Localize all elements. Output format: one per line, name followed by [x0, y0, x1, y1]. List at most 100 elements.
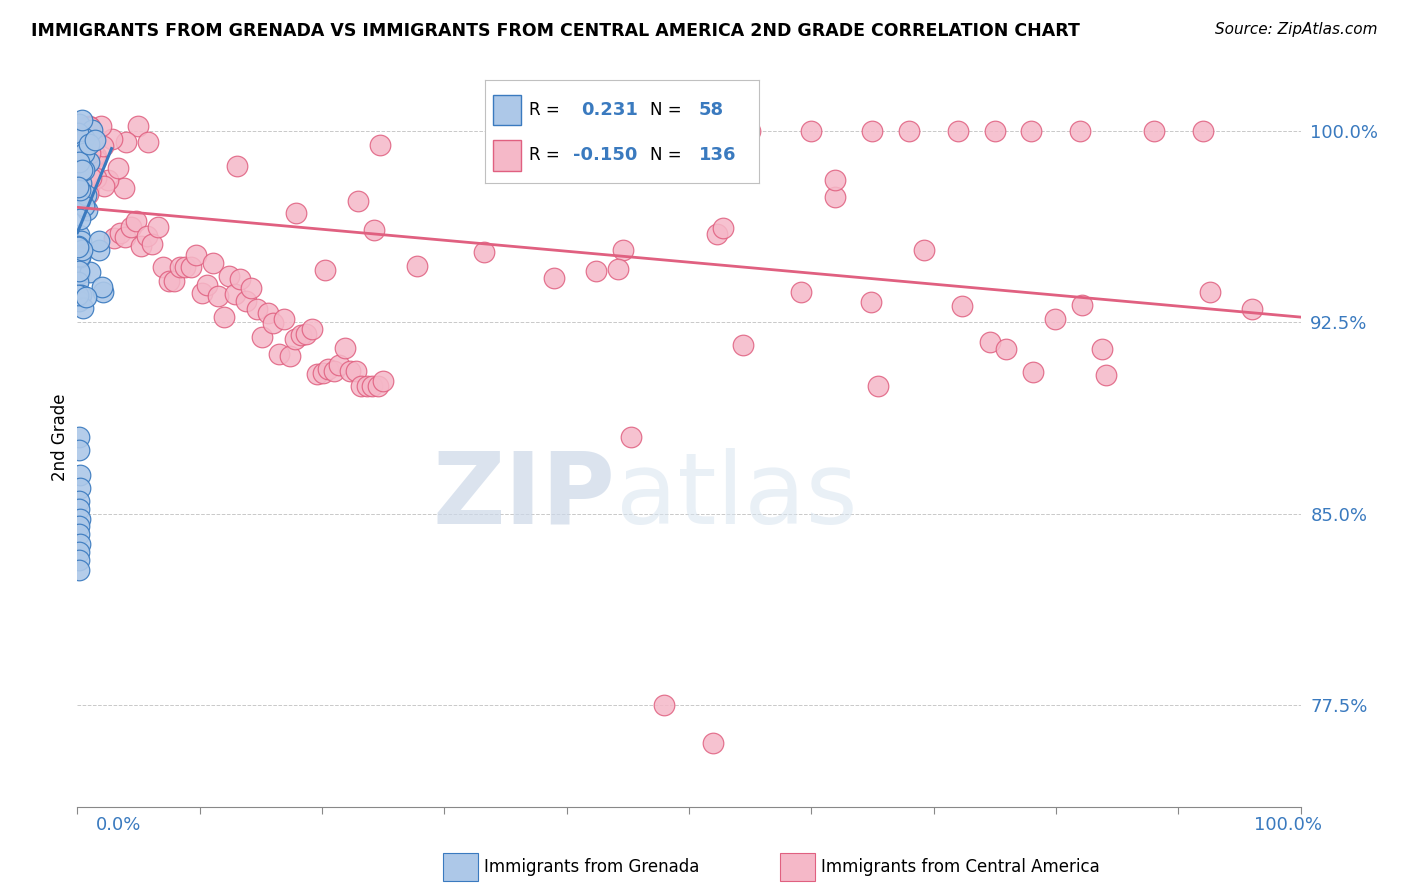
Point — [371, 374, 394, 388]
Point — [67, 267, 90, 281]
Point — [70, 181, 93, 195]
Text: R =: R = — [529, 101, 560, 119]
Point — [75, 186, 97, 200]
Point — [67, 240, 90, 254]
Point — [152, 260, 174, 275]
Point — [73, 146, 96, 161]
Point — [72, 301, 94, 316]
Point — [70, 183, 93, 197]
Point — [69, 176, 91, 190]
Point — [1022, 365, 1045, 379]
Point — [67, 501, 90, 516]
Point — [97, 172, 120, 186]
Point — [950, 299, 973, 313]
Point — [73, 153, 96, 168]
Point — [824, 190, 846, 204]
Point — [67, 239, 90, 253]
Point — [226, 159, 249, 173]
Point — [1240, 302, 1263, 317]
Point — [229, 272, 252, 286]
Point — [1198, 285, 1220, 300]
Point — [800, 124, 823, 138]
Point — [898, 124, 921, 138]
Text: 58: 58 — [699, 101, 724, 119]
Point — [361, 379, 384, 393]
Point — [67, 552, 90, 566]
Point — [67, 563, 90, 577]
Point — [273, 311, 295, 326]
Point — [789, 285, 811, 299]
Point — [1143, 124, 1166, 138]
Point — [66, 180, 89, 194]
Point — [72, 162, 94, 177]
Point — [66, 126, 89, 140]
Point — [67, 442, 90, 457]
Point — [67, 154, 90, 169]
Point — [70, 243, 93, 257]
Point — [994, 342, 1017, 356]
Point — [1191, 124, 1213, 138]
Point — [284, 332, 307, 346]
Text: Source: ZipAtlas.com: Source: ZipAtlas.com — [1215, 22, 1378, 37]
Point — [946, 124, 969, 138]
Point — [1095, 368, 1118, 382]
Point — [66, 288, 89, 302]
Point — [79, 119, 101, 133]
Point — [83, 147, 105, 161]
Point — [72, 128, 94, 143]
Point — [77, 180, 100, 194]
Point — [75, 290, 97, 304]
Point — [69, 183, 91, 197]
Point — [347, 194, 370, 208]
Point — [72, 144, 94, 158]
Point — [733, 338, 755, 352]
Point — [267, 347, 290, 361]
Point — [73, 162, 96, 177]
Point — [67, 264, 90, 278]
Point — [70, 124, 93, 138]
Point — [77, 186, 100, 201]
Point — [103, 231, 125, 245]
Point — [197, 278, 219, 293]
Point — [70, 127, 93, 141]
Point — [212, 310, 235, 325]
Point — [101, 132, 124, 146]
Point — [256, 306, 278, 320]
Point — [367, 379, 389, 393]
Point — [84, 153, 107, 167]
Point — [75, 188, 97, 202]
Point — [186, 247, 208, 261]
Point — [312, 366, 335, 380]
Point — [180, 260, 202, 274]
Point — [72, 186, 94, 200]
Point — [89, 234, 111, 248]
Point — [120, 219, 142, 234]
Point — [70, 155, 93, 169]
Point — [543, 270, 565, 285]
Point — [66, 154, 89, 169]
Point — [70, 234, 93, 248]
Point — [141, 236, 163, 251]
Point — [316, 362, 339, 376]
Point — [333, 341, 356, 355]
Text: IMMIGRANTS FROM GRENADA VS IMMIGRANTS FROM CENTRAL AMERICA 2ND GRADE CORRELATION: IMMIGRANTS FROM GRENADA VS IMMIGRANTS FR… — [31, 22, 1080, 40]
Point — [70, 153, 93, 168]
Point — [607, 262, 630, 277]
Point — [84, 170, 107, 185]
Point — [69, 251, 91, 265]
Point — [201, 256, 224, 270]
Point — [79, 265, 101, 279]
Point — [472, 245, 495, 260]
Point — [136, 135, 159, 149]
Point — [69, 288, 91, 302]
Point — [67, 430, 90, 444]
Point — [73, 198, 96, 212]
Point — [67, 527, 90, 541]
Bar — [494, 140, 520, 170]
Text: N =: N = — [650, 101, 681, 119]
Point — [406, 259, 429, 273]
Point — [824, 173, 846, 187]
Point — [157, 274, 180, 288]
Point — [75, 185, 97, 199]
Point — [67, 276, 90, 290]
